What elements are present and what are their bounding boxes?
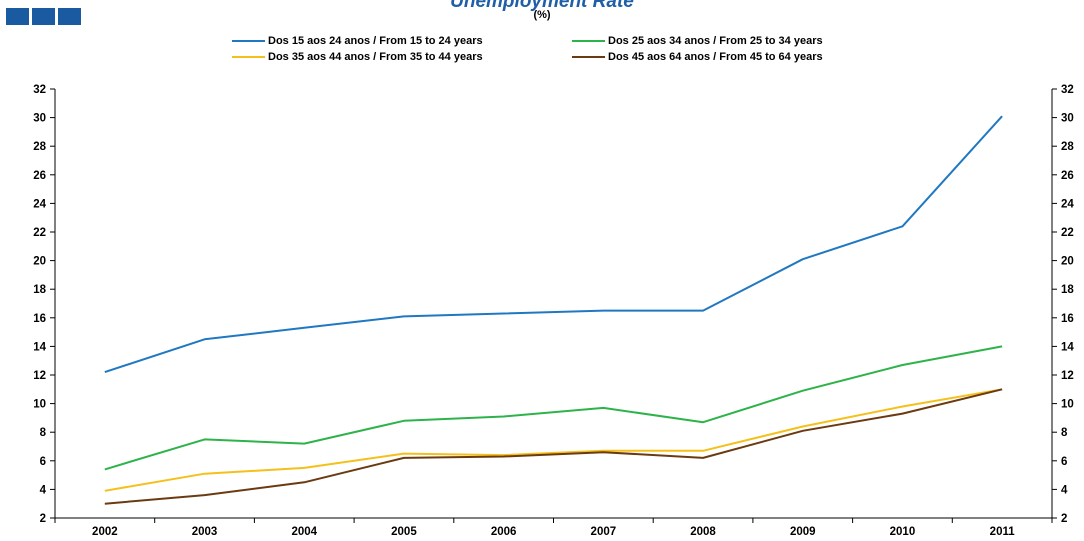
y-tick-label-left: 6 (40, 456, 46, 468)
x-tick-label: 2008 (690, 526, 716, 538)
y-tick-label-left: 30 (33, 113, 46, 125)
y-tick-label-right: 8 (1061, 427, 1068, 439)
series-line-1 (104, 345, 1003, 471)
logo-block-3 (58, 8, 81, 25)
y-tick-label-right: 32 (1061, 84, 1074, 96)
legend-swatch-15-24 (232, 40, 265, 42)
y-tick-label-left: 26 (33, 170, 46, 182)
legend-item-15-24: Dos 15 aos 24 anos / From 15 to 24 years (232, 34, 572, 48)
y-tick-label-left: 16 (33, 313, 46, 325)
x-tick-label: 2002 (92, 526, 118, 538)
y-tick-label-right: 10 (1061, 399, 1074, 411)
y-tick-label-right: 2 (1061, 513, 1067, 525)
x-tick-label: 2003 (192, 526, 218, 538)
x-tick-label: 2007 (591, 526, 617, 538)
y-tick-label-left: 10 (33, 399, 46, 411)
x-tick-label: 2004 (291, 526, 317, 538)
y-tick-label-right: 12 (1061, 370, 1074, 382)
x-tick-label: 2009 (790, 526, 816, 538)
x-tick-label: 2005 (391, 526, 417, 538)
series-line-3 (104, 388, 1003, 505)
y-tick-label-left: 14 (33, 341, 46, 353)
legend-label-45-64: Dos 45 aos 64 anos / From 45 to 64 years (608, 51, 823, 63)
legend-item-35-44: Dos 35 aos 44 anos / From 35 to 44 years (232, 50, 572, 64)
chart-legend: Dos 15 aos 24 anos / From 15 to 24 years… (232, 34, 912, 64)
y-tick-label-left: 4 (40, 484, 47, 496)
y-tick-label-right: 14 (1061, 341, 1074, 353)
y-tick-label-right: 6 (1061, 456, 1067, 468)
legend-label-35-44: Dos 35 aos 44 anos / From 35 to 44 years (268, 51, 483, 63)
legend-item-25-34: Dos 25 aos 34 anos / From 25 to 34 years (572, 34, 912, 48)
chart-subtitle: (%) (533, 9, 551, 21)
y-tick-label-right: 18 (1061, 284, 1074, 296)
y-tick-label-right: 28 (1061, 141, 1074, 153)
y-tick-label-left: 28 (33, 141, 46, 153)
chart-title: Unemployment Rate (450, 0, 634, 12)
logo-bar (6, 8, 81, 25)
y-tick-label-right: 16 (1061, 313, 1074, 325)
x-tick-label: 2011 (990, 526, 1016, 538)
y-tick-label-right: 26 (1061, 170, 1074, 182)
y-tick-label-right: 20 (1061, 256, 1074, 268)
y-tick-label-right: 4 (1061, 484, 1068, 496)
y-tick-label-left: 24 (33, 198, 46, 210)
x-tick-label: 2006 (491, 526, 517, 538)
y-tick-label-left: 32 (33, 84, 46, 96)
series-line-2 (104, 388, 1003, 492)
y-tick-label-right: 22 (1061, 227, 1074, 239)
legend-item-45-64: Dos 45 aos 64 anos / From 45 to 64 years (572, 50, 912, 64)
series-line-0 (104, 115, 1003, 374)
y-tick-label-left: 22 (33, 227, 46, 239)
y-tick-label-left: 20 (33, 256, 46, 268)
y-tick-label-right: 24 (1061, 198, 1074, 210)
y-tick-label-left: 2 (40, 513, 46, 525)
y-tick-label-left: 12 (33, 370, 46, 382)
logo-block-2 (32, 8, 55, 25)
legend-swatch-35-44 (232, 56, 265, 58)
y-tick-label-right: 30 (1061, 113, 1074, 125)
legend-label-25-34: Dos 25 aos 34 anos / From 25 to 34 years (608, 35, 823, 47)
x-tick-label: 2010 (890, 526, 916, 538)
legend-swatch-45-64 (572, 56, 605, 58)
legend-swatch-25-34 (572, 40, 605, 42)
y-tick-label-left: 8 (40, 427, 47, 439)
legend-label-15-24: Dos 15 aos 24 anos / From 15 to 24 years (268, 35, 483, 47)
y-tick-label-left: 18 (33, 284, 46, 296)
logo-block-1 (6, 8, 29, 25)
